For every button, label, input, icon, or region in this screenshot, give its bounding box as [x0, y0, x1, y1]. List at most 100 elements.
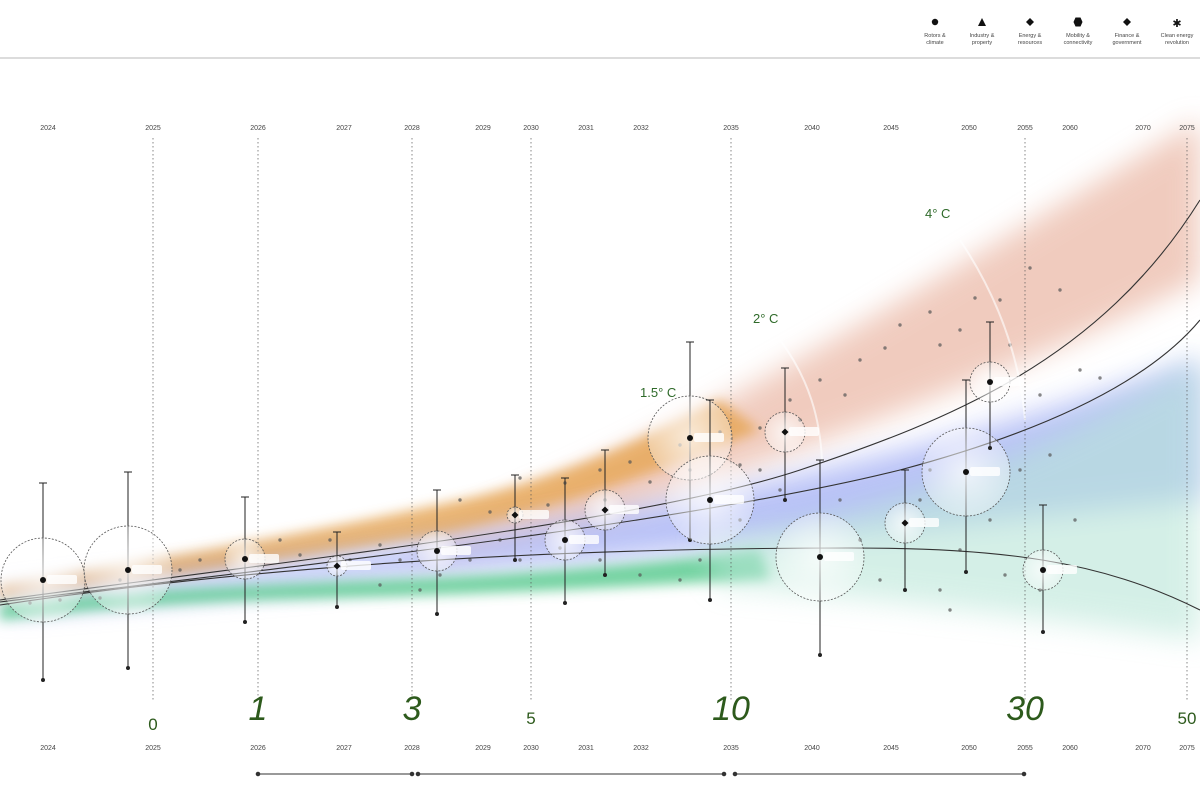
year-tick-bottom: 2035	[723, 745, 739, 752]
scatter-dot	[878, 578, 882, 582]
milestone-15[interactable]	[1022, 504, 1077, 634]
scatter-dot	[1038, 393, 1042, 397]
milestone-7[interactable]	[584, 449, 639, 577]
scatter-dot	[758, 468, 762, 472]
milestone-5[interactable]	[506, 474, 549, 562]
scatter-dot	[598, 468, 602, 472]
milestone-0[interactable]	[0, 482, 86, 682]
asterisk-icon: ✱	[1172, 18, 1181, 30]
scatter-dot	[648, 480, 652, 484]
milestone-9[interactable]	[665, 399, 755, 602]
temperature-labels: 1.5° C 2° C 4° C	[640, 206, 950, 400]
scatter-dot	[858, 358, 862, 362]
arrow-end	[1021, 771, 1027, 777]
scatter-dot	[546, 503, 550, 507]
year-tick-top: 2025	[145, 125, 161, 132]
scatter-dot	[818, 378, 822, 382]
scatter-dot	[973, 296, 977, 300]
scatter-dot	[628, 460, 632, 464]
scatter-dot	[378, 583, 382, 587]
band-green	[0, 550, 770, 620]
year-tick-top: 2027	[336, 125, 352, 132]
circle-icon	[1040, 567, 1046, 573]
year-tick-bottom: 2030	[523, 745, 539, 752]
scatter-dot	[638, 573, 642, 577]
bottom-year-axis: 2024 2025 2026 2027 2028 2029 2030 2031 2032 2035…	[40, 745, 1195, 752]
milestone-4[interactable]	[416, 489, 471, 616]
scatter-dot	[298, 553, 302, 557]
scatter-dot	[928, 310, 932, 314]
year-tick-top: 2032	[633, 125, 649, 132]
whisker-end	[603, 573, 607, 577]
whisker-end	[513, 558, 517, 562]
diamond-icon	[1026, 18, 1034, 26]
milestone-label-plate	[909, 518, 939, 527]
year-tick-top: 2026	[250, 125, 266, 132]
legend-label: climate	[926, 40, 943, 46]
temp-label-1p5: 1.5° C	[640, 385, 676, 400]
year-tick-top: 2031	[578, 125, 594, 132]
horizon-label-5: 5	[526, 709, 535, 728]
arrow-end	[721, 771, 727, 777]
year-tick-bottom: 2075	[1179, 745, 1195, 752]
scatter-dot	[438, 573, 442, 577]
scatter-dot	[488, 510, 492, 514]
legend-item-1: Industry &property	[970, 18, 995, 46]
milestone-2[interactable]	[224, 496, 279, 624]
year-tick-bottom: 2045	[883, 745, 899, 752]
scatter-dot	[518, 558, 522, 562]
whisker-end	[335, 605, 339, 609]
scatter-dot	[738, 463, 742, 467]
year-tick-top: 2030	[523, 125, 539, 132]
year-tick-top: 2040	[804, 125, 820, 132]
milestone-label-plate	[789, 427, 819, 436]
scatter-dot	[838, 498, 842, 502]
milestone-1[interactable]	[83, 471, 173, 670]
horizon-labels: 0 1 3 5 10 30 50	[148, 690, 1196, 734]
whisker-end	[964, 570, 968, 574]
milestone-3[interactable]	[326, 531, 371, 609]
milestone-13[interactable]	[921, 379, 1011, 574]
scatter-dot	[938, 343, 942, 347]
arrow-end	[415, 771, 421, 777]
temp-label-4: 4° C	[925, 206, 950, 221]
whisker-end	[563, 601, 567, 605]
scatter-dot	[598, 558, 602, 562]
year-tick-bottom: 2029	[475, 745, 491, 752]
whisker-end	[708, 598, 712, 602]
milestone-10[interactable]	[764, 367, 819, 502]
milestone-bubbles	[0, 321, 1077, 682]
year-tick-bottom: 2026	[250, 745, 266, 752]
year-tick-top: 2060	[1062, 125, 1078, 132]
milestone-6[interactable]	[544, 477, 599, 605]
milestone-label-plate	[609, 505, 639, 514]
year-tick-bottom: 2040	[804, 745, 820, 752]
milestone-12[interactable]	[884, 469, 939, 592]
legend-label: Industry &	[970, 33, 995, 39]
horizon-label-3: 3	[403, 690, 422, 728]
horizon-label-1: 1	[249, 690, 268, 728]
year-tick-top: 2075	[1179, 125, 1195, 132]
milestone-label-plate	[569, 535, 599, 544]
milestone-label-plate	[994, 377, 1024, 386]
whisker-end	[126, 666, 130, 670]
arrow-end	[255, 771, 261, 777]
diamond-icon	[601, 506, 609, 514]
scatter-dot	[988, 518, 992, 522]
year-tick-top: 2050	[961, 125, 977, 132]
milestone-11[interactable]	[775, 459, 865, 657]
diamond-icon	[901, 519, 909, 527]
milestone-label-plate	[1047, 565, 1077, 574]
year-tick-bottom: 2060	[1062, 745, 1078, 752]
legend-item-3: Mobility &connectivity	[1064, 17, 1093, 46]
arrow-end	[732, 771, 738, 777]
milestone-14[interactable]	[969, 321, 1024, 450]
scatter-dot	[1073, 518, 1077, 522]
legend-label: Rotors &	[924, 33, 946, 39]
year-tick-top: 2029	[475, 125, 491, 132]
scatter-dot	[843, 393, 847, 397]
year-tick-top: 2055	[1017, 125, 1033, 132]
year-tick-bottom: 2070	[1135, 745, 1151, 752]
scatter-dot	[788, 398, 792, 402]
